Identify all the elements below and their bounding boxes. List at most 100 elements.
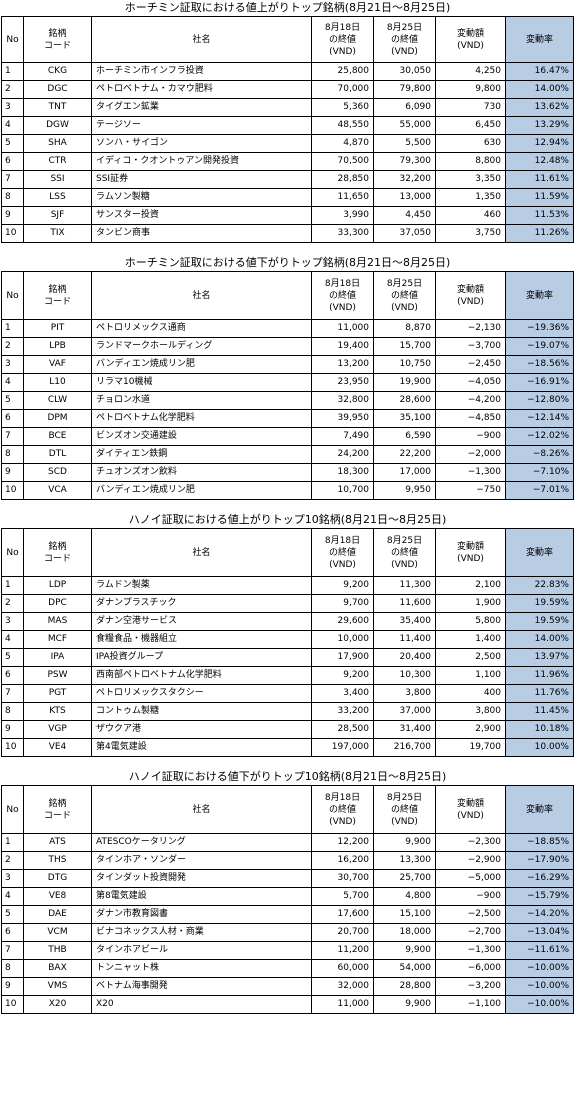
header-close1: 8月18日 の終値 (VND)	[311, 785, 374, 834]
header-no: No	[1, 785, 24, 834]
cell-chg: 1,400	[435, 630, 506, 649]
header-no: No	[1, 16, 24, 63]
cell-name: SSI証券	[91, 170, 312, 189]
cell-no: 4	[1, 116, 24, 135]
section-gap	[0, 757, 575, 769]
table-row: 4 DGW テージソー 48,550 55,000 6,450 13.29%	[1, 116, 574, 135]
table-row: 3 VAF バンディエン焼成リン肥 13,200 10,750 −2,450 −18.56%	[1, 355, 574, 374]
ranking-table: No 銘柄 コード 社名 8月18日 の終値 (VND) 8月25日 の終値 (VND)…	[1, 16, 574, 243]
cell-rate: 10.18%	[505, 720, 574, 739]
cell-code: CLW	[23, 391, 92, 410]
cell-c2: 9,900	[373, 995, 436, 1014]
table-title: ホーチミン証取における値下がりトップ銘柄(8月21日～8月25日)	[124, 256, 451, 269]
cell-name: チョロン水道	[91, 391, 312, 410]
header-change-label: 変動額 (VND)	[456, 798, 484, 821]
cell-c2: 32,200	[373, 170, 436, 189]
cell-chg: −5,000	[435, 869, 506, 888]
cell-rate: 11.26%	[505, 224, 574, 243]
cell-c2: 28,600	[373, 391, 436, 410]
cell-rate: 11.76%	[505, 684, 574, 703]
cell-c2: 10,750	[373, 355, 436, 374]
table-row: 2 DPC ダナンプラスチック 9,700 11,600 1,900 19.59%	[1, 594, 574, 613]
cell-no: 4	[1, 887, 24, 906]
cell-c1: 28,500	[311, 720, 374, 739]
cell-chg: 1,900	[435, 594, 506, 613]
header-no-label: No	[6, 34, 19, 45]
cell-rate: 13.29%	[505, 116, 574, 135]
cell-name: ペトロベトナム化学肥料	[91, 409, 312, 428]
cell-c2: 79,800	[373, 80, 436, 99]
cell-no: 10	[1, 995, 24, 1014]
cell-no: 3	[1, 355, 24, 374]
table-section: ハノイ証取における値下がりトップ10銘柄(8月21日～8月25日) No 銘柄 コー…	[0, 769, 575, 1014]
cell-chg: 4,250	[435, 62, 506, 81]
cell-code: LDP	[23, 576, 92, 595]
cell-no: 10	[1, 738, 24, 757]
header-rate: 変動率	[505, 16, 574, 63]
cell-c1: 11,200	[311, 941, 374, 960]
cell-rate: 22.83%	[505, 576, 574, 595]
cell-no: 7	[1, 684, 24, 703]
header-name: 社名	[91, 16, 312, 63]
cell-rate: −10.00%	[505, 995, 574, 1014]
table-section: ハノイ証取における値上がりトップ10銘柄(8月21日～8月25日) No 銘柄 コー…	[0, 512, 575, 757]
cell-code: LPB	[23, 337, 92, 356]
cell-c2: 216,700	[373, 738, 436, 757]
table-row: 4 L10 リラマ10機械 23,950 19,900 −4,050 −16.91%	[1, 373, 574, 392]
cell-chg: −2,130	[435, 319, 506, 338]
cell-c1: 19,400	[311, 337, 374, 356]
cell-no: 4	[1, 373, 24, 392]
cell-c1: 9,200	[311, 666, 374, 685]
cell-chg: 730	[435, 98, 506, 117]
cell-no: 1	[1, 319, 24, 338]
cell-c1: 39,950	[311, 409, 374, 428]
cell-c1: 60,000	[311, 959, 374, 978]
cell-rate: −13.04%	[505, 923, 574, 942]
table-row: 3 TNT タイグエン鉱業 5,360 6,090 730 13.62%	[1, 98, 574, 117]
header-name-label: 社名	[192, 290, 211, 301]
cell-name: ラムドン製薬	[91, 576, 312, 595]
cell-no: 5	[1, 391, 24, 410]
cell-code: BAX	[23, 959, 92, 978]
header-code-label: 銘柄 コード	[43, 28, 71, 51]
table-row: 2 DGC ペトロベトナム・カマウ肥料 70,000 79,800 9,800 14.00%	[1, 80, 574, 99]
cell-chg: −3,200	[435, 977, 506, 996]
cell-chg: 1,350	[435, 188, 506, 207]
cell-name: 第4電気建設	[91, 738, 312, 757]
cell-name: タインダット投資開発	[91, 869, 312, 888]
header-code: 銘柄 コード	[23, 785, 92, 834]
cell-code: PIT	[23, 319, 92, 338]
cell-chg: 2,900	[435, 720, 506, 739]
header-close2-label: 8月25日 の終値 (VND)	[386, 535, 423, 570]
cell-code: MCF	[23, 630, 92, 649]
cell-c2: 15,100	[373, 905, 436, 924]
cell-code: DPM	[23, 409, 92, 428]
cell-rate: 11.45%	[505, 702, 574, 721]
cell-code: DTL	[23, 445, 92, 464]
cell-code: KTS	[23, 702, 92, 721]
header-name-label: 社名	[192, 804, 211, 815]
cell-chg: −4,850	[435, 409, 506, 428]
section-gap	[0, 500, 575, 512]
cell-c1: 5,700	[311, 887, 374, 906]
header-row: No 銘柄 コード 社名 8月18日 の終値 (VND) 8月25日 の終値 (VND)…	[1, 271, 574, 320]
cell-chg: −4,200	[435, 391, 506, 410]
cell-rate: −16.91%	[505, 373, 574, 392]
table-row: 8 KTS コントゥム製糖 33,200 37,000 3,800 11.45%	[1, 702, 574, 721]
table-row: 4 VE8 第8電気建設 5,700 4,800 −900 −15.79%	[1, 887, 574, 906]
table-section: ホーチミン証取における値上がりトップ銘柄(8月21日～8月25日) No 銘柄 コー…	[0, 0, 575, 243]
cell-chg: −1,300	[435, 941, 506, 960]
header-rate: 変動率	[505, 271, 574, 320]
ranking-table: No 銘柄 コード 社名 8月18日 の終値 (VND) 8月25日 の終値 (VND)…	[1, 271, 574, 500]
cell-no: 7	[1, 170, 24, 189]
header-row: No 銘柄 コード 社名 8月18日 の終値 (VND) 8月25日 の終値 (VND)…	[1, 16, 574, 63]
cell-code: TNT	[23, 98, 92, 117]
cell-no: 3	[1, 98, 24, 117]
cell-c2: 54,000	[373, 959, 436, 978]
cell-no: 2	[1, 80, 24, 99]
cell-c2: 11,300	[373, 576, 436, 595]
table-row: 5 CLW チョロン水道 32,800 28,600 −4,200 −12.80%	[1, 391, 574, 410]
cell-code: VMS	[23, 977, 92, 996]
cell-name: トンニャット株	[91, 959, 312, 978]
cell-code: VCM	[23, 923, 92, 942]
